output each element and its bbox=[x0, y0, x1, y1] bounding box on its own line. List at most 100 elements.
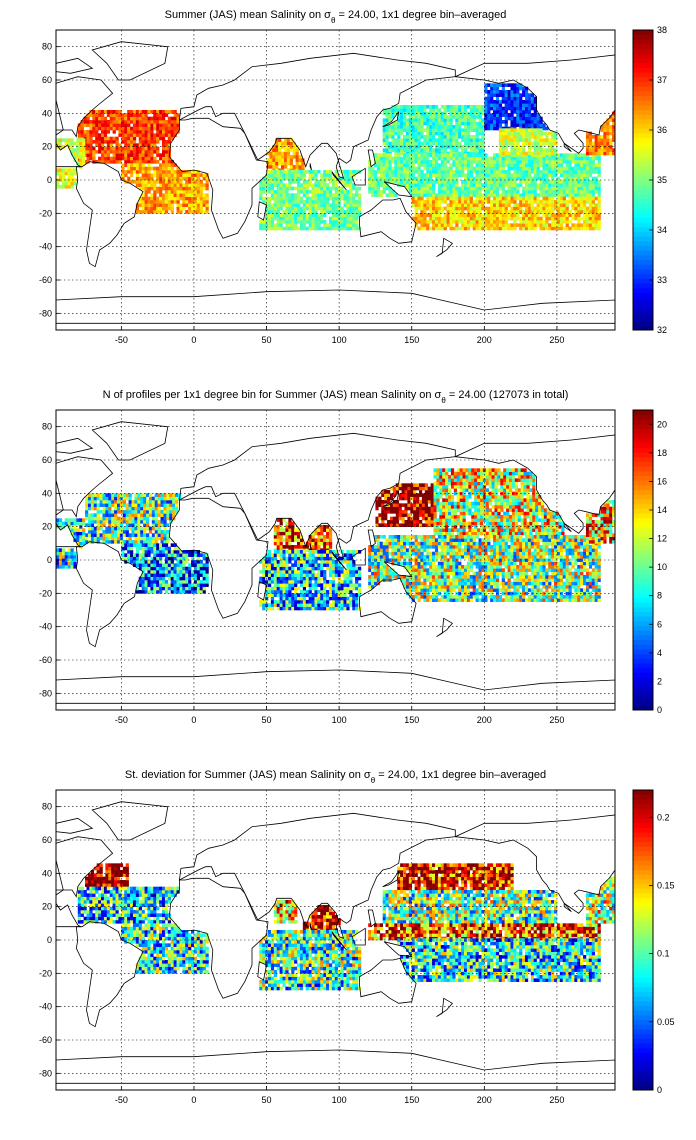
heatmap-cell bbox=[164, 180, 169, 184]
heatmap-cell bbox=[490, 156, 494, 161]
heatmap-cell bbox=[583, 156, 587, 161]
heatmap-cell bbox=[381, 513, 385, 517]
heatmap-cell bbox=[285, 226, 289, 231]
heatmap-cell bbox=[493, 216, 497, 221]
heatmap-cell bbox=[594, 190, 598, 194]
heatmap-cell bbox=[475, 170, 479, 174]
heatmap-cell bbox=[488, 475, 492, 479]
heatmap-cell bbox=[580, 153, 584, 157]
heatmap-cell bbox=[426, 200, 430, 204]
heatmap-cell bbox=[487, 186, 491, 191]
heatmap-cell bbox=[433, 518, 437, 522]
heatmap-cell bbox=[580, 200, 584, 204]
heatmap-cell bbox=[58, 141, 63, 146]
heatmap-cell bbox=[295, 158, 299, 162]
heatmap-cell bbox=[556, 183, 561, 187]
heatmap-cell bbox=[388, 163, 392, 167]
heatmap-cell bbox=[459, 531, 463, 536]
heatmap-cell bbox=[530, 113, 534, 117]
heatmap-cell bbox=[423, 173, 427, 177]
heatmap-cell bbox=[397, 108, 401, 112]
heatmap-cell bbox=[554, 151, 558, 156]
heatmap-cell bbox=[488, 478, 492, 482]
heatmap-cell bbox=[475, 141, 479, 146]
heatmap-cell bbox=[530, 166, 534, 171]
heatmap-cell bbox=[519, 163, 523, 167]
heatmap-cell bbox=[530, 200, 534, 204]
heatmap-cell bbox=[475, 193, 479, 197]
heatmap-cell bbox=[381, 520, 385, 524]
heatmap-cell bbox=[150, 133, 154, 137]
heatmap-cell bbox=[176, 113, 180, 117]
heatmap-cell bbox=[109, 136, 113, 141]
heatmap-cell bbox=[135, 123, 140, 127]
heatmap-cell bbox=[545, 206, 549, 211]
heatmap-cell bbox=[522, 93, 526, 97]
heatmap-cell bbox=[417, 196, 421, 201]
heatmap-cell bbox=[472, 203, 476, 207]
heatmap-cell bbox=[423, 118, 427, 122]
coastline bbox=[55, 99, 83, 168]
heatmap-cell bbox=[147, 176, 151, 181]
heatmap-cell bbox=[368, 166, 372, 171]
heatmap-cell bbox=[551, 186, 555, 191]
heatmap-cell bbox=[138, 170, 142, 174]
heatmap-cell bbox=[450, 485, 455, 489]
heatmap-cell bbox=[164, 110, 169, 114]
heatmap-cell bbox=[311, 196, 315, 201]
heatmap-cell bbox=[281, 161, 285, 166]
heatmap-cell bbox=[92, 153, 96, 157]
heatmap-cell bbox=[147, 143, 151, 147]
heatmap-cell bbox=[343, 180, 347, 184]
heatmap-cell bbox=[442, 531, 446, 536]
heatmap-cell bbox=[173, 193, 177, 197]
heatmap-cell bbox=[500, 491, 504, 496]
heatmap-cell bbox=[434, 153, 439, 157]
heatmap-cell bbox=[368, 173, 372, 177]
heatmap-cell bbox=[346, 220, 350, 224]
heatmap-cell bbox=[449, 166, 453, 171]
heatmap-cell bbox=[394, 153, 398, 157]
heatmap-cell bbox=[291, 170, 295, 174]
heatmap-cell bbox=[490, 170, 494, 174]
heatmap-cell bbox=[432, 213, 436, 217]
heatmap-cell bbox=[469, 148, 474, 152]
heatmap-cell bbox=[484, 106, 488, 111]
heatmap-cell bbox=[510, 138, 514, 142]
heatmap-cell bbox=[484, 156, 488, 161]
heatmap-cell bbox=[484, 190, 488, 194]
heatmap-cell bbox=[408, 190, 413, 194]
heatmap-cell bbox=[559, 210, 564, 214]
heatmap-cell bbox=[585, 183, 590, 187]
heatmap-cell bbox=[568, 183, 572, 187]
heatmap-cell bbox=[413, 520, 417, 524]
heatmap-cell bbox=[418, 490, 423, 494]
heatmap-cell bbox=[295, 161, 299, 166]
heatmap-cell bbox=[326, 226, 330, 231]
heatmap-cell bbox=[574, 193, 578, 197]
heatmap-cell bbox=[286, 155, 291, 159]
heatmap-cell bbox=[95, 136, 99, 141]
heatmap-cell bbox=[320, 206, 324, 211]
heatmap-cell bbox=[597, 180, 601, 184]
heatmap-cell bbox=[583, 203, 587, 207]
heatmap-cell bbox=[331, 180, 336, 184]
heatmap-cell bbox=[273, 226, 277, 231]
heatmap-cell bbox=[594, 223, 598, 227]
heatmap-cell bbox=[458, 125, 462, 129]
heatmap-cell bbox=[548, 180, 552, 184]
heatmap-cell bbox=[282, 203, 286, 207]
heatmap-cell bbox=[446, 206, 450, 211]
heatmap-cell bbox=[458, 213, 462, 217]
heatmap-cell bbox=[491, 485, 495, 489]
heatmap-cell bbox=[472, 180, 476, 184]
heatmap-cell bbox=[328, 196, 333, 201]
heatmap-cell bbox=[471, 475, 475, 479]
heatmap-cell bbox=[267, 196, 272, 201]
heatmap-cell bbox=[503, 468, 507, 472]
heatmap-cell bbox=[262, 226, 266, 231]
heatmap-cell bbox=[371, 166, 375, 171]
heatmap-cell bbox=[382, 186, 386, 191]
heatmap-cell bbox=[135, 150, 140, 154]
heatmap-cell bbox=[469, 210, 474, 214]
